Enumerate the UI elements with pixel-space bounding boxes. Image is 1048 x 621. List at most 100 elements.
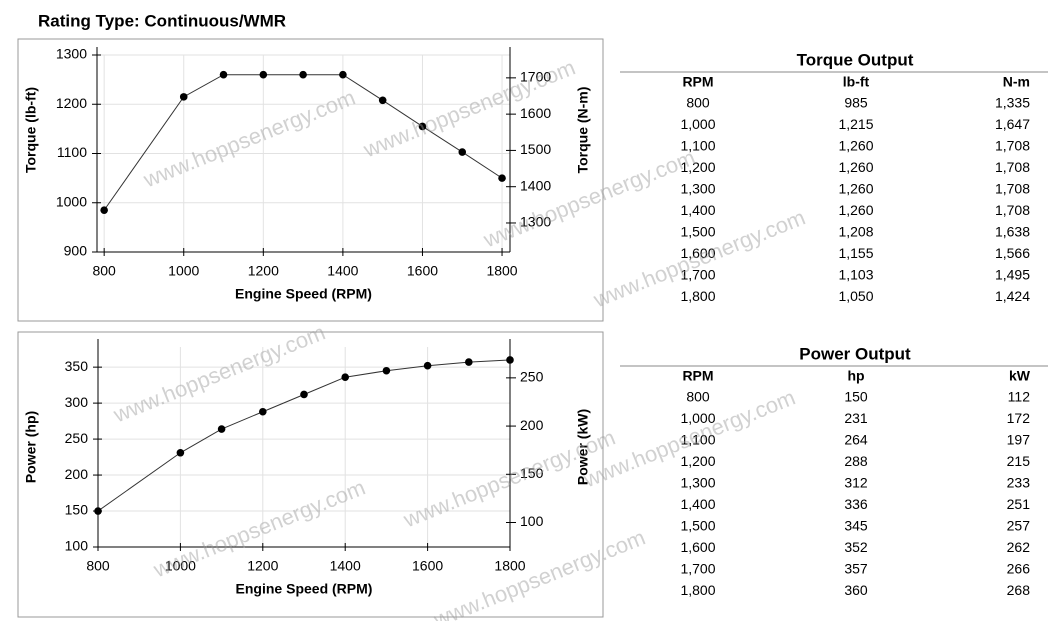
data-point [341, 373, 350, 382]
y-tick-label: 100 [65, 538, 89, 554]
data-point [94, 507, 102, 515]
y2-tick-label: 150 [520, 465, 544, 481]
table-cell: 1,155 [838, 245, 873, 261]
data-point [259, 407, 267, 416]
table-cell: 233 [1007, 475, 1031, 491]
table-cell: 1,300 [680, 181, 715, 197]
x-tick-label: 1200 [247, 558, 278, 574]
watermark: www.hoppsenergy.com [429, 525, 649, 621]
table-cell: 1,424 [995, 288, 1030, 304]
x-tick-label: 800 [92, 263, 116, 279]
y-axis-label: Power (hp) [23, 411, 39, 483]
table-cell: 215 [1007, 453, 1031, 469]
y-tick-label: 1000 [56, 193, 87, 209]
table-cell: 352 [844, 539, 868, 555]
watermark: www.hoppsenergy.com [109, 320, 329, 428]
x-tick-label: 1400 [330, 558, 361, 574]
table-cell: 360 [844, 582, 868, 598]
table-cell: 1,260 [838, 202, 873, 218]
y2-axis-label: Power (kW) [575, 409, 591, 485]
series-line [97, 359, 511, 512]
table-cell: 231 [844, 410, 868, 426]
data-point [506, 356, 514, 364]
column-header: N-m [1003, 74, 1030, 90]
table-cell: 264 [844, 432, 868, 448]
x-tick-label: 1800 [494, 558, 525, 574]
data-point [176, 448, 185, 457]
y-axis-label: Torque (lb-ft) [23, 87, 39, 173]
y2-tick-label: 1500 [520, 141, 551, 157]
data-point [382, 366, 391, 375]
y2-tick-label: 1400 [520, 177, 551, 193]
series-line [103, 74, 503, 211]
data-point [458, 148, 467, 156]
table-cell: 1,400 [680, 496, 715, 512]
table-cell: 1,495 [995, 267, 1030, 283]
x-axis-label: Engine Speed (RPM) [235, 286, 372, 302]
y-tick-label: 1100 [57, 144, 87, 160]
table-cell: 1,335 [995, 95, 1030, 111]
x-tick-label: 1800 [486, 263, 517, 279]
y-tick-label: 250 [65, 430, 89, 446]
table-cell: 1,700 [680, 561, 715, 577]
y-tick-label: 350 [65, 358, 89, 374]
column-header: hp [847, 368, 864, 384]
table-cell: 1,600 [680, 245, 715, 261]
data-point [418, 122, 427, 131]
table-cell: 1,050 [838, 288, 873, 304]
x-tick-label: 1200 [248, 263, 279, 279]
data-point [100, 206, 108, 214]
table-cell: 1,260 [838, 181, 873, 197]
table-cell: 1,708 [995, 159, 1030, 175]
column-header: RPM [682, 368, 713, 384]
column-header: RPM [682, 74, 713, 90]
table-cell: 1,200 [680, 453, 715, 469]
x-axis-label: Engine Speed (RPM) [236, 581, 373, 597]
y2-axis-label: Torque (N-m) [575, 87, 591, 174]
y2-tick-label: 200 [520, 417, 544, 433]
table-cell: 1,215 [838, 116, 873, 132]
table-cell: 197 [1007, 432, 1031, 448]
table-cell: 1,708 [995, 181, 1030, 197]
y-tick-label: 1300 [56, 46, 87, 62]
data-point [339, 70, 347, 79]
table-cell: 1,100 [680, 432, 715, 448]
table-cell: 1,638 [995, 224, 1030, 240]
table-cell: 150 [844, 389, 868, 405]
x-tick-label: 800 [86, 558, 110, 574]
data-point [378, 96, 387, 105]
table-cell: 1,260 [838, 138, 873, 154]
table-cell: 1,400 [680, 202, 715, 218]
data-point [423, 361, 432, 370]
table-cell: 1,600 [680, 539, 715, 555]
y-tick-label: 150 [65, 502, 89, 518]
y-tick-label: 900 [64, 243, 88, 259]
data-point [259, 70, 268, 79]
table-cell: 288 [844, 453, 868, 469]
data-point [498, 174, 506, 182]
table-cell: 251 [1007, 496, 1031, 512]
table-title: Torque Output [797, 50, 914, 69]
table-cell: 257 [1007, 518, 1031, 534]
watermark: www.hoppsenergy.com [139, 85, 359, 193]
data-point [179, 93, 188, 101]
heading: Rating Type: Continuous/WMR [38, 11, 286, 30]
chart-frame [17, 38, 604, 322]
x-tick-label: 1600 [412, 558, 443, 574]
table-cell: 1,500 [680, 518, 715, 534]
table-cell: 268 [1007, 582, 1031, 598]
x-tick-label: 1000 [165, 558, 196, 574]
table-cell: 312 [844, 475, 868, 491]
table-cell: 1,103 [838, 267, 873, 283]
table-cell: 985 [844, 95, 868, 111]
x-tick-label: 1000 [168, 263, 199, 279]
table-cell: 262 [1007, 539, 1031, 555]
table-cell: 1,708 [995, 138, 1030, 154]
y2-tick-label: 1600 [520, 105, 551, 121]
y-tick-label: 1200 [56, 95, 87, 111]
x-tick-label: 1600 [407, 263, 438, 279]
table-cell: 1,200 [680, 159, 715, 175]
table-cell: 112 [1008, 389, 1031, 405]
table-cell: 1,500 [680, 224, 715, 240]
